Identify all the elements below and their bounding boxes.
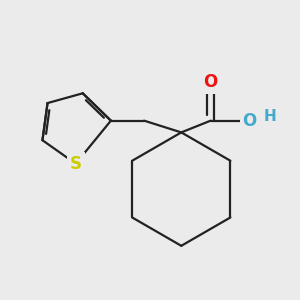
Text: O: O <box>203 73 218 91</box>
Text: O: O <box>243 112 257 130</box>
Text: H: H <box>264 109 276 124</box>
Text: S: S <box>70 155 82 173</box>
